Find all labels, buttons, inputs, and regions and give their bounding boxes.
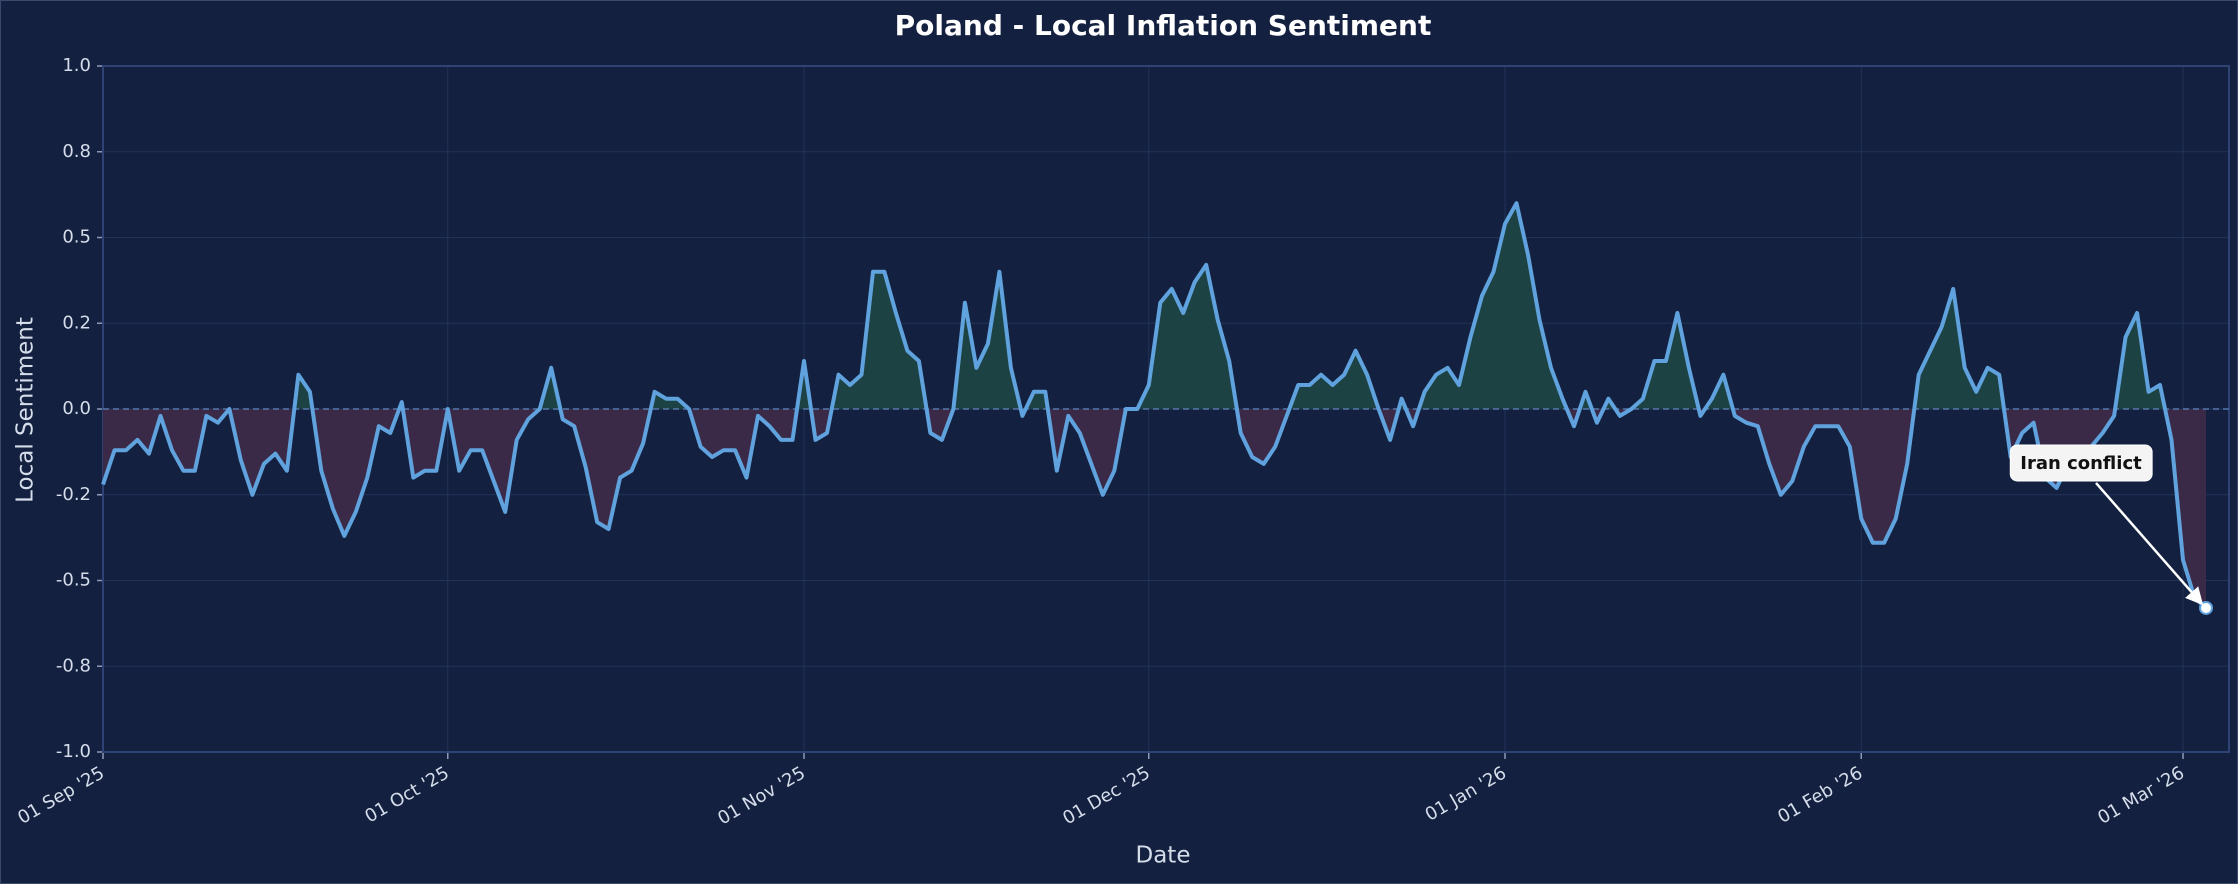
- x-axis-label: Date: [1136, 843, 1191, 869]
- chart-title: Poland - Local Inflation Sentiment: [895, 9, 1432, 42]
- y-tick-label: -0.2: [56, 484, 91, 505]
- negative-area: [103, 409, 2206, 608]
- y-tick-label: 0.0: [62, 398, 91, 419]
- y-tick-label: 0.2: [62, 312, 91, 333]
- y-tick-label: 0.8: [62, 141, 91, 162]
- y-tick-label: -0.5: [56, 570, 91, 591]
- y-axis-label: Local Sentiment: [13, 317, 39, 503]
- positive-area: [103, 203, 2206, 409]
- y-tick-label: -0.8: [56, 655, 91, 676]
- y-tick-label: 1.0: [62, 55, 91, 76]
- annotation-label: Iran conflict: [2020, 453, 2142, 474]
- annotation-arrow: [2095, 482, 2204, 606]
- annotation: Iran conflict: [2009, 444, 2153, 482]
- series-line: [101, 201, 2208, 610]
- y-tick-label: -1.0: [56, 741, 91, 762]
- y-tick-label: 0.5: [62, 227, 91, 248]
- annotation-box: [2009, 444, 2153, 482]
